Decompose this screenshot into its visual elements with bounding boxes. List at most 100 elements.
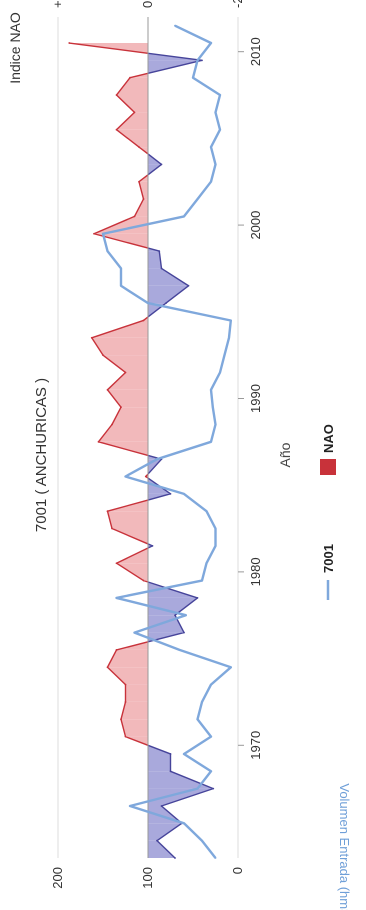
- nao-point-44: [115, 94, 118, 96]
- nao-area-segment-37-0: [134, 199, 148, 217]
- nao-line-segment-17-0: [116, 547, 149, 564]
- nao-line-segment-27-0: [107, 371, 126, 391]
- nao-point-12: [115, 649, 118, 651]
- series-7001-point-46: [196, 59, 199, 62]
- nao-point-9: [124, 701, 127, 703]
- nao-line-segment-16-0: [116, 562, 144, 582]
- nao-area-segment-29-0: [91, 337, 148, 356]
- nao-point-28: [124, 371, 127, 374]
- nao-line-segment-40-1: [138, 146, 149, 155]
- nao-area-segment-1-0: [148, 823, 182, 841]
- nao-point-4: [212, 787, 215, 790]
- nao-line-segment-26-0: [106, 389, 122, 408]
- nao-line-segment-3-0: [161, 787, 214, 807]
- series-7001-point-24: [210, 440, 212, 443]
- nao-point-26: [120, 406, 122, 409]
- series-7001-point-2: [183, 822, 185, 825]
- nao-line-segment-20-0: [107, 499, 149, 512]
- nao-area-segment-7-0: [121, 719, 148, 737]
- nao-line-segment-22-1: [147, 458, 163, 475]
- nao-point-46: [201, 59, 203, 62]
- series-7001-point-3: [129, 805, 131, 807]
- series-7001-point-38: [196, 198, 199, 200]
- nao-line-segment-36-0: [93, 215, 135, 235]
- nao-point-40: [160, 163, 163, 166]
- nao-line-segment-31-0: [143, 316, 149, 322]
- nao-line-segment-38-0: [138, 181, 145, 200]
- nao-point-32: [165, 302, 167, 305]
- series-7001-point-40: [214, 163, 217, 166]
- x-tick-label-3: 2000: [248, 211, 263, 240]
- nao-area-segment-33-0: [148, 268, 189, 286]
- nao-line-segment-40-0: [147, 153, 162, 165]
- series-7001-point-7: [210, 735, 212, 738]
- nao-area-segment-41-0: [116, 129, 148, 148]
- nao-area-segment-5-0: [148, 754, 171, 772]
- nao-line-segment-24-0: [97, 424, 113, 443]
- nao-point-43: [133, 111, 136, 114]
- nao-point-41: [138, 146, 140, 148]
- series-7001-point-29: [223, 354, 226, 357]
- y-axis-label-right: Indice NAO: [7, 12, 23, 84]
- legend-nao-swatch: [320, 459, 336, 475]
- nao-line-segment-19-0: [106, 511, 113, 529]
- nao-line-segment-25-0: [111, 406, 122, 425]
- series-7001-point-32: [147, 302, 149, 305]
- nao-line-segment-43-0: [116, 94, 135, 113]
- series-7001-point-41: [210, 146, 212, 148]
- legend-nao-label: NAO: [321, 424, 336, 453]
- nao-area-segment-14-0: [148, 597, 198, 616]
- series-7001-point-26: [211, 406, 214, 409]
- nao-line-segment-45-1: [147, 59, 203, 75]
- nao-area-segment-32-0: [148, 285, 189, 304]
- nao-area-segment-36-0: [94, 216, 148, 234]
- nao-point-16: [142, 579, 145, 582]
- series-7001-point-22: [124, 475, 127, 478]
- y-right-tick-label-0: -2: [230, 0, 245, 8]
- x-tick-label-4: 2010: [248, 37, 263, 66]
- nao-line-segment-44-0: [115, 77, 131, 96]
- nao-point-39: [138, 180, 140, 183]
- x-tick-label-1: 1980: [248, 557, 263, 586]
- series-7001-point-11: [229, 666, 232, 669]
- nao-point-34: [160, 267, 163, 270]
- nao-line-segment-4-0: [170, 770, 214, 790]
- nao-line-segment-39-1: [147, 163, 162, 176]
- nao-area-segment-44-0: [116, 77, 148, 95]
- nao-area: [68, 17, 215, 859]
- series-7001-point-35: [106, 250, 109, 252]
- nao-point-38: [142, 198, 145, 200]
- nao-area-segment-11-0: [107, 649, 148, 668]
- nao-area-segment-9-0: [125, 684, 148, 702]
- series-7001-point-6: [183, 753, 185, 755]
- series-7001-point-28: [219, 371, 221, 374]
- series-7001-point-10: [210, 683, 212, 686]
- series-7001-point-21: [183, 492, 185, 495]
- nao-area-segment-43-0: [116, 95, 148, 113]
- x-axis-label: Año: [277, 442, 293, 467]
- nao-point-0: [174, 857, 176, 859]
- nao-point-13: [183, 631, 185, 634]
- series-7001-point-16: [201, 579, 203, 582]
- nao-area-segment-27-0: [107, 372, 148, 390]
- series-7001-point-8: [196, 718, 199, 721]
- series-7001-point-39: [210, 180, 212, 183]
- series-7001-point-20: [205, 510, 208, 513]
- nao-line-segment-39-0: [138, 174, 149, 183]
- nao-area-segment-34-0: [148, 251, 162, 269]
- nao-point-24: [97, 440, 100, 443]
- nao-area-segment-28-0: [103, 355, 148, 373]
- nao-point-19: [111, 527, 113, 530]
- nao-point-5: [169, 770, 172, 773]
- nao-line-segment-30-0: [91, 319, 144, 339]
- nao-point-37: [133, 215, 136, 218]
- series-7001-point-48: [174, 24, 176, 27]
- series-7001-point-17: [205, 562, 208, 565]
- series-7001-point-30: [228, 336, 230, 339]
- nao-line-segment-12-0: [116, 641, 149, 651]
- legend: 7001 NAO: [320, 424, 336, 600]
- nao-line-segment-15-0: [147, 581, 198, 599]
- series-7001-point-31: [229, 319, 232, 322]
- nao-point-6: [169, 753, 172, 755]
- nao-line-segment-45-0: [129, 72, 149, 79]
